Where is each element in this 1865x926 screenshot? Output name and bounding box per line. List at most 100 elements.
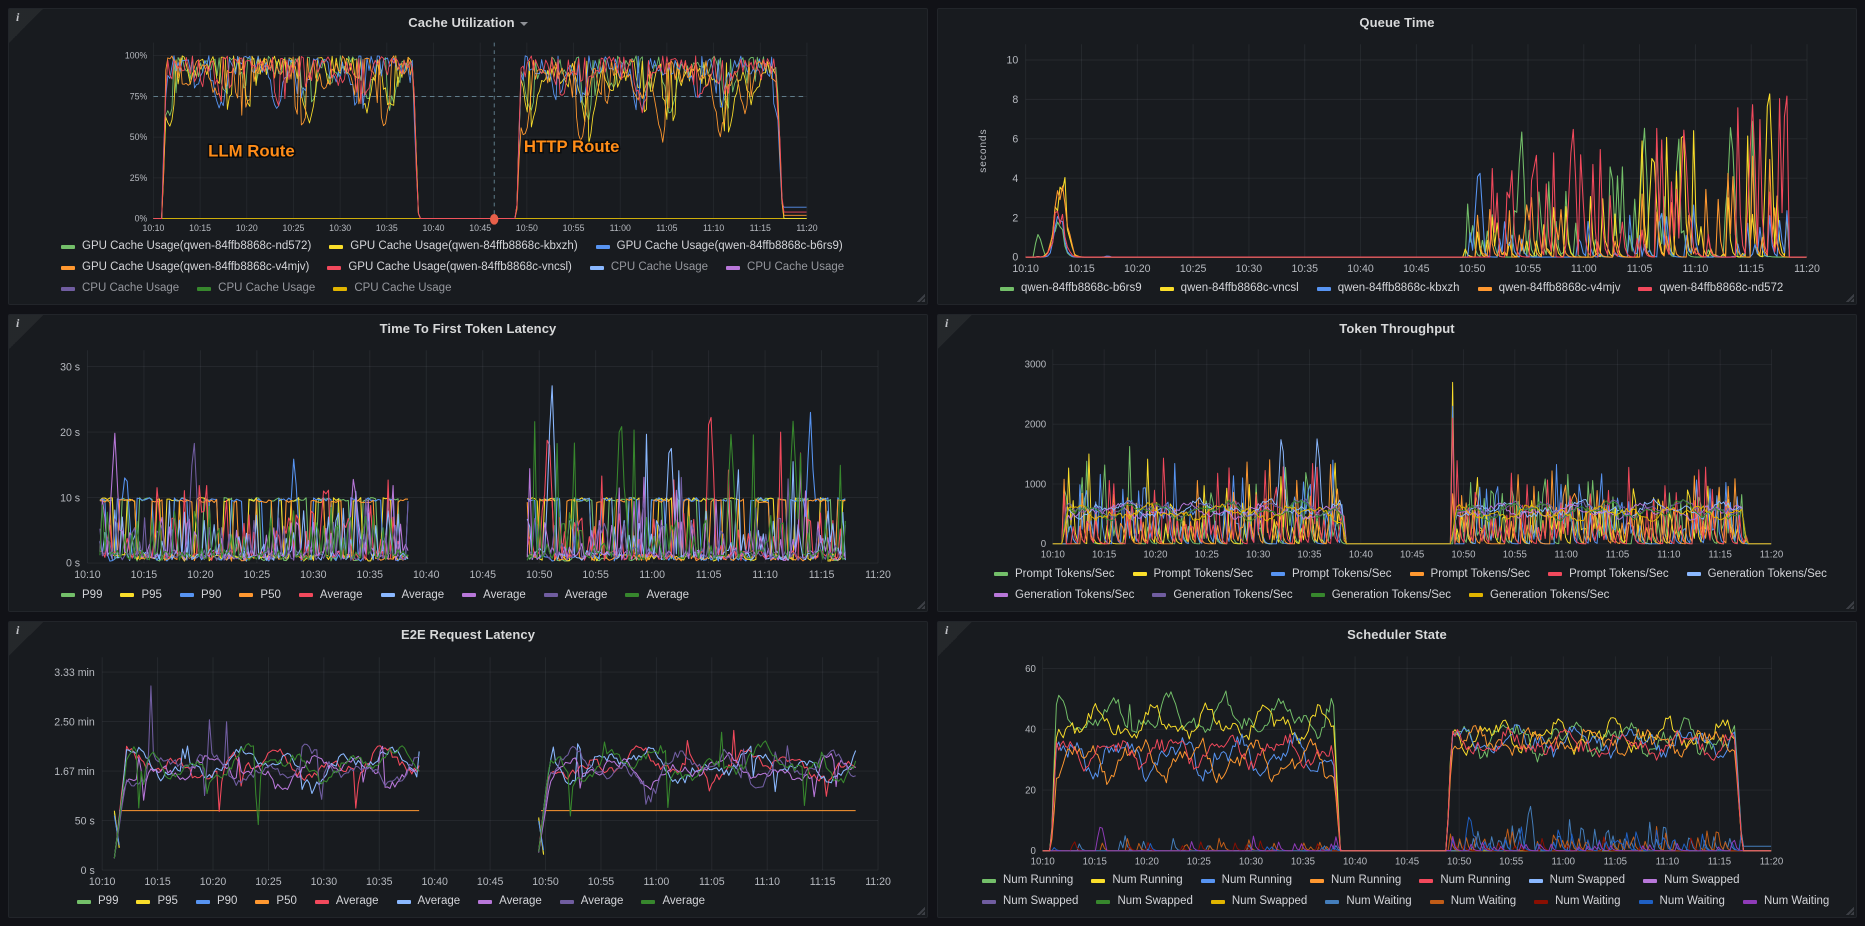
legend-item[interactable]: P90 (179, 585, 221, 606)
legend-item[interactable]: P90 (195, 891, 237, 912)
legend-item[interactable]: P95 (136, 891, 178, 912)
plot-area[interactable]: 10:10 10:15 10:20 10:25 10:30 10:35 10:40 10:45… (938, 648, 1856, 869)
legend-item[interactable]: Prompt Tokens/Sec (1548, 564, 1669, 585)
legend: P99 P95 P90 P50 Average Average Average Average… (9, 584, 927, 611)
legend-item[interactable]: Average (314, 891, 379, 912)
panel-title[interactable]: Token Throughput (1339, 320, 1455, 336)
panel-resize-handle[interactable] (1845, 293, 1854, 303)
legend-item[interactable]: Generation Tokens/Sec (994, 585, 1134, 606)
x-tick-label: 10:40 (1349, 550, 1373, 561)
panel-resize-handle[interactable] (916, 599, 925, 609)
info-icon[interactable]: i (9, 621, 43, 656)
legend-item[interactable]: GPU Cache Usage(qwen-84ffb8868c-kbxzh) (329, 236, 578, 257)
legend-item[interactable]: Average (543, 585, 607, 606)
legend-item[interactable]: Num Waiting (1534, 891, 1621, 912)
legend-item[interactable]: Average (298, 585, 363, 606)
legend-item[interactable]: Num Running (982, 870, 1073, 891)
legend-item[interactable]: Prompt Tokens/Sec (994, 564, 1115, 585)
legend-item[interactable]: qwen-84ffb8868c-vncsl (1159, 278, 1299, 299)
legend-item[interactable]: Num Waiting (1325, 891, 1412, 912)
plot-area[interactable]: 10:10 10:15 10:20 10:25 10:30 10:35 10:40 10:45… (938, 35, 1856, 277)
info-icon[interactable]: i (9, 9, 43, 43)
legend-item[interactable]: Generation Tokens/Sec (1686, 564, 1827, 585)
x-tick-label: 11:05 (696, 569, 722, 581)
legend-item[interactable]: Generation Tokens/Sec (1310, 585, 1451, 606)
panel-title[interactable]: Scheduler State (1347, 627, 1447, 643)
y-tick-label: 20 s (60, 427, 80, 439)
legend-item[interactable]: P99 (77, 891, 118, 912)
panel-header[interactable]: Time To First Token Latency (9, 315, 927, 341)
legend-item[interactable]: Num Swapped (1643, 870, 1740, 891)
legend-item[interactable]: Num Waiting (1638, 891, 1725, 912)
legend-item[interactable]: Prompt Tokens/Sec (1132, 564, 1253, 585)
panel-header[interactable]: Scheduler State (938, 622, 1856, 648)
legend-item[interactable]: Generation Tokens/Sec (1469, 585, 1609, 606)
legend-item[interactable]: qwen-84ffb8868c-b6rs9 (1000, 278, 1142, 299)
legend-item[interactable]: Num Waiting (1742, 891, 1829, 912)
info-icon[interactable]: i (938, 621, 972, 656)
legend-item[interactable]: CPU Cache Usage (197, 278, 315, 299)
legend-item[interactable]: GPU Cache Usage(qwen-84ffb8868c-b6rs9) (595, 236, 843, 257)
legend-item[interactable]: Average (625, 585, 689, 606)
legend-item[interactable]: P50 (255, 891, 297, 912)
legend-label: Average (662, 895, 706, 907)
info-icon[interactable]: i (9, 315, 43, 350)
panel-header[interactable]: E2E Request Latency (9, 622, 927, 648)
panel-title[interactable]: Cache Utilization (408, 14, 515, 30)
legend: GPU Cache Usage(qwen-84ffb8868c-nd572) GP… (9, 235, 927, 304)
legend-item[interactable]: P99 (61, 585, 102, 606)
panel-resize-handle[interactable] (916, 906, 925, 915)
legend-item[interactable]: P50 (239, 585, 281, 606)
legend-item[interactable]: Num Waiting (1429, 891, 1516, 912)
legend-item[interactable]: Average (478, 891, 542, 912)
legend-item[interactable]: qwen-84ffb8868c-nd572 (1638, 278, 1783, 299)
legend-item[interactable]: Average (559, 891, 623, 912)
legend-item[interactable]: qwen-84ffb8868c-kbxzh (1316, 278, 1460, 299)
legend-item[interactable]: CPU Cache Usage (333, 278, 451, 299)
legend-item[interactable]: Num Running (1091, 870, 1183, 891)
y-tick-label: 0 (1012, 252, 1018, 264)
legend-item[interactable]: Average (396, 891, 460, 912)
legend-label: Generation Tokens/Sec (1173, 588, 1293, 601)
legend-item[interactable]: qwen-84ffb8868c-v4mjv (1477, 278, 1620, 299)
plot-area[interactable]: 10:10 10:15 10:20 10:25 10:30 10:35 10:40 10:45… (9, 341, 927, 583)
legend-swatch (641, 899, 656, 904)
legend-item[interactable]: Average (380, 585, 444, 606)
legend-label: CPU Cache Usage (82, 282, 180, 295)
legend-item[interactable]: Num Running (1309, 870, 1401, 891)
panel-title[interactable]: Queue Time (1359, 14, 1435, 30)
legend-item[interactable]: GPU Cache Usage(qwen-84ffb8868c-nd572) (61, 236, 311, 257)
legend-item[interactable]: Average (462, 585, 526, 606)
panel-header[interactable]: Token Throughput (938, 315, 1856, 341)
panel-header[interactable]: Queue Time (938, 9, 1856, 35)
legend-label: CPU Cache Usage (610, 261, 709, 274)
info-icon[interactable]: i (938, 315, 972, 350)
legend-item[interactable]: Prompt Tokens/Sec (1271, 564, 1392, 585)
x-tick-label: 11:10 (1657, 550, 1680, 561)
legend-item[interactable]: Num Swapped (982, 891, 1078, 912)
panel-title[interactable]: Time To First Token Latency (379, 320, 557, 336)
panel-resize-handle[interactable] (1845, 906, 1854, 915)
plot-area[interactable]: 10:10 10:15 10:20 10:25 10:30 10:35 10:40 10:45… (9, 35, 927, 235)
legend-item[interactable]: Num Running (1200, 870, 1292, 891)
legend-item[interactable]: Num Swapped (1096, 891, 1193, 912)
legend-item[interactable]: Num Swapped (1528, 870, 1625, 891)
plot-area[interactable]: 10:10 10:15 10:20 10:25 10:30 10:35 10:40 10:45… (9, 648, 927, 890)
panel-title[interactable]: E2E Request Latency (400, 627, 536, 643)
legend-item[interactable]: Num Running (1419, 870, 1511, 891)
legend-item[interactable]: GPU Cache Usage(qwen-84ffb8868c-v4mjv) (61, 257, 309, 278)
legend-item[interactable]: Prompt Tokens/Sec (1409, 564, 1530, 585)
legend-item[interactable]: Num Swapped (1210, 891, 1307, 912)
panel-header[interactable]: Cache Utilization (9, 9, 927, 35)
panel-resize-handle[interactable] (1845, 599, 1854, 609)
legend-item[interactable]: Generation Tokens/Sec (1152, 585, 1293, 606)
legend-item[interactable]: P95 (120, 585, 162, 606)
panel-resize-handle[interactable] (916, 293, 925, 303)
legend-item[interactable]: GPU Cache Usage(qwen-84ffb8868c-vncsl) (327, 257, 572, 278)
x-tick-label: 11:00 (1554, 550, 1577, 561)
legend-item[interactable]: Average (641, 891, 705, 912)
plot-area[interactable]: 10:10 10:15 10:20 10:25 10:30 10:35 10:40 10:45… (938, 341, 1856, 562)
legend-item[interactable]: CPU Cache Usage (726, 257, 844, 278)
legend-item[interactable]: CPU Cache Usage (61, 278, 179, 299)
legend-item[interactable]: CPU Cache Usage (589, 257, 709, 278)
